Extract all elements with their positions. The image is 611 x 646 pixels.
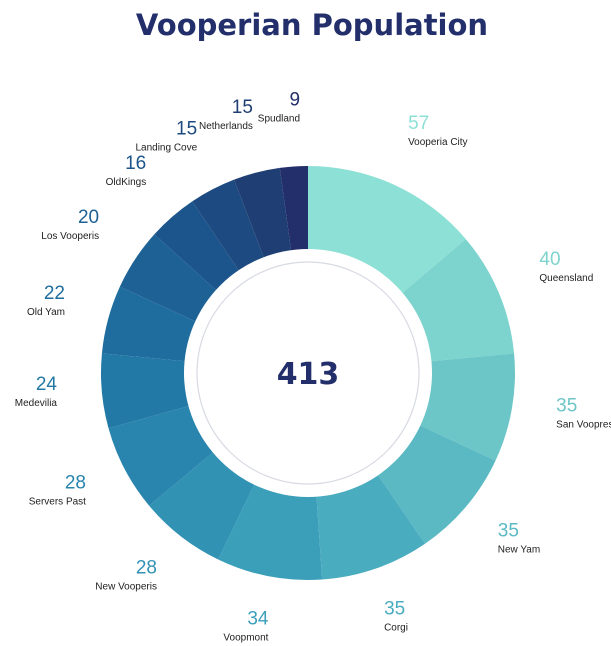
slice-old-yam xyxy=(101,286,201,362)
category-label-los-vooperis: Los Vooperis xyxy=(41,231,99,242)
category-label-vooperia-city: Vooperia City xyxy=(408,137,467,148)
category-label-medevilia: Medevilia xyxy=(15,398,58,409)
chart-title: Vooperian Population xyxy=(136,8,488,42)
slice-san-voopresco xyxy=(414,353,515,461)
slice-spudland xyxy=(279,166,308,257)
category-label-new-yam: New Yam xyxy=(498,545,540,556)
slice-servers-past xyxy=(108,404,218,506)
slices-group xyxy=(100,166,515,580)
slice-new-vooperis xyxy=(149,448,257,560)
inner-ring-outline xyxy=(196,261,420,485)
category-label-spudland: Spudland xyxy=(258,114,300,125)
category-label-servers-past: Servers Past xyxy=(29,497,86,508)
category-label-old-yam: Old Yam xyxy=(27,307,65,318)
category-label-new-vooperis: New Vooperis xyxy=(95,582,157,593)
value-label-new-vooperis: 28 xyxy=(136,558,157,579)
category-label-queensland: Queensland xyxy=(539,273,593,284)
value-label-netherlands: 15 xyxy=(232,97,253,118)
value-label-landing-cove: 15 xyxy=(176,119,197,140)
slice-los-vooperis xyxy=(119,234,221,324)
category-label-landing-cove: Landing Cove xyxy=(135,143,197,154)
slice-new-yam xyxy=(374,422,496,544)
value-label-vooperia-city: 57 xyxy=(408,113,429,134)
value-label-los-vooperis: 20 xyxy=(78,207,99,228)
slice-vooperia-city xyxy=(308,166,466,297)
slice-queensland xyxy=(397,239,515,362)
value-label-old-yam: 22 xyxy=(44,283,65,304)
inner-white-disc xyxy=(184,249,432,497)
slice-netherlands xyxy=(234,167,292,263)
slice-oldkings xyxy=(154,201,243,294)
value-label-voopmont: 34 xyxy=(247,608,269,629)
center-total: 413 xyxy=(277,357,340,392)
category-label-netherlands: Netherlands xyxy=(199,121,253,132)
value-label-new-yam: 35 xyxy=(498,521,519,542)
category-label-oldkings: OldKings xyxy=(106,177,147,188)
value-label-servers-past: 28 xyxy=(65,473,86,494)
slice-corgi xyxy=(316,470,426,580)
value-label-corgi: 35 xyxy=(384,598,405,619)
category-label-voopmont: Voopmont xyxy=(223,632,268,643)
slice-medevilia xyxy=(100,353,195,429)
value-label-queensland: 40 xyxy=(539,249,560,270)
category-label-san-voopresco: San Voopresco xyxy=(556,420,611,431)
category-label-corgi: Corgi xyxy=(384,622,408,633)
value-label-san-voopresco: 35 xyxy=(556,396,577,417)
labels-group: 57 Vooperia City 40 Queensland 35 San Voopres… xyxy=(15,90,611,644)
slice-landing-cove xyxy=(192,179,266,276)
slice-voopmont xyxy=(218,479,323,580)
value-label-medevilia: 24 xyxy=(36,374,58,395)
value-label-spudland: 9 xyxy=(289,90,300,111)
value-label-oldkings: 16 xyxy=(125,153,146,174)
